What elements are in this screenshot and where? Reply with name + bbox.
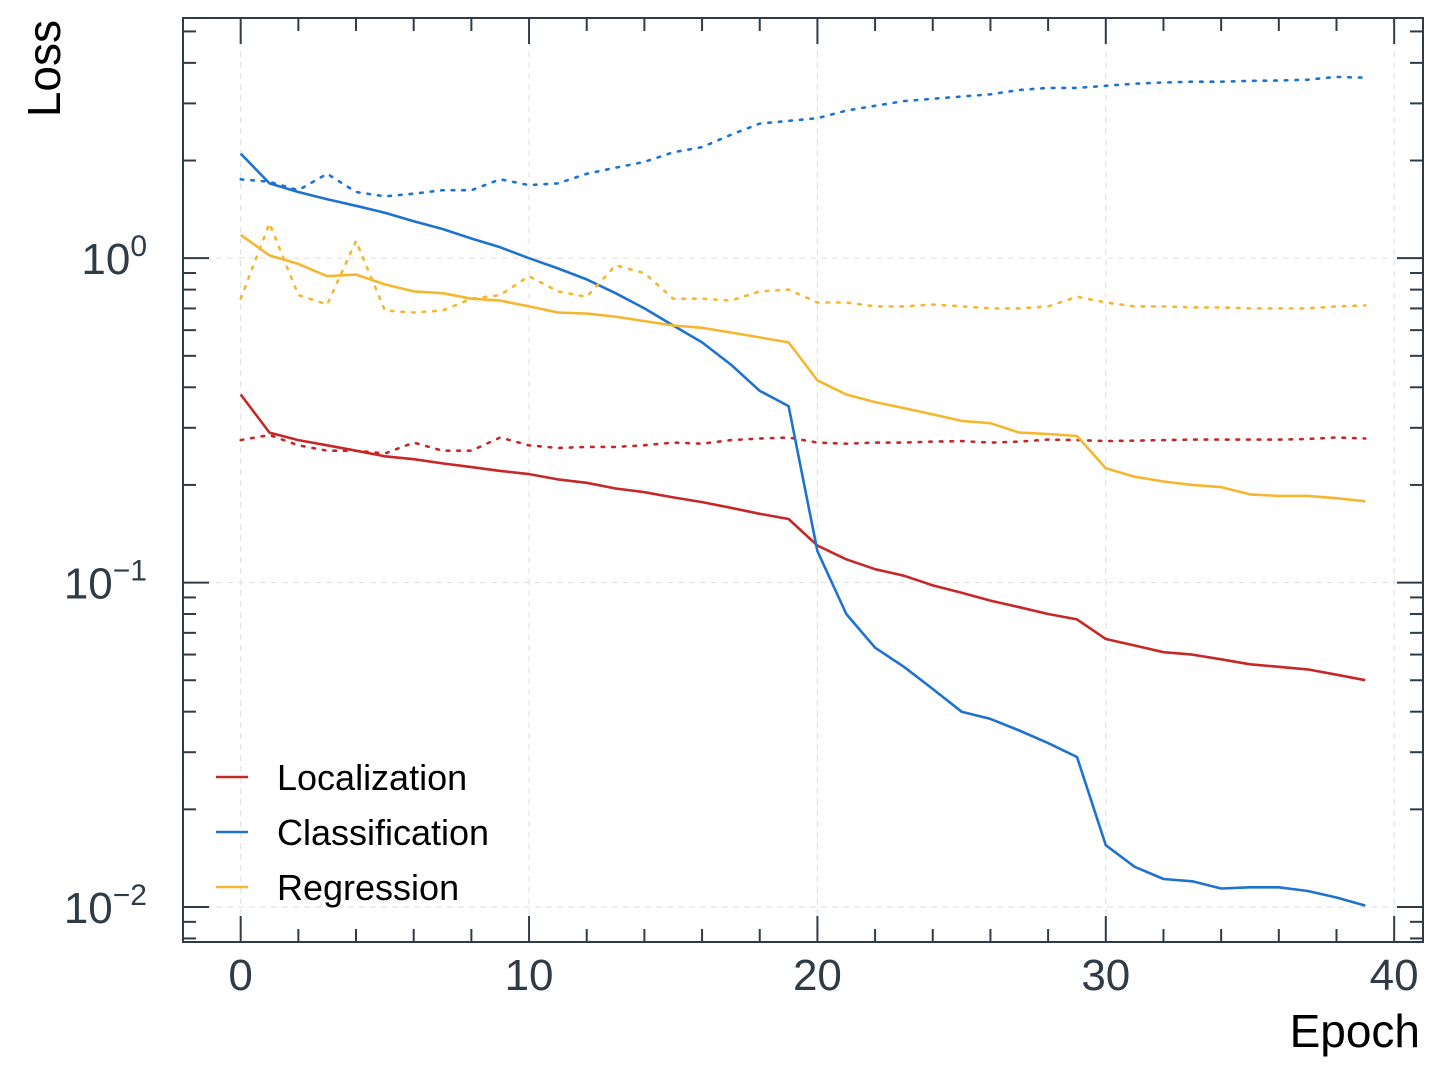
x-tick-label: 30 [1081,951,1130,1000]
grid [183,18,1423,942]
axis-ticks [182,18,1423,942]
x-tick-label: 20 [793,951,842,1000]
y-axis-label: Loss [18,20,70,117]
legend-label-regression: Regression [277,867,459,908]
tick-labels: 0 10 20 30 40 100 10−1 10−2 [64,230,1419,1000]
series-lines [239,75,1367,907]
legend-label-classification: Classification [277,812,489,853]
localization-training-line [239,393,1366,682]
classification-validation-line [239,75,1367,198]
classification-training-line [239,152,1366,907]
legend: Localization Classification Regression [216,757,489,908]
y-tick-label: 100 [81,230,147,284]
y-tick-label: 10−2 [64,879,147,933]
x-axis-label: Epoch [1290,1005,1420,1057]
legend-label-localization: Localization [277,757,467,798]
x-tick-label: 10 [505,951,554,1000]
regression-training-line [239,233,1366,503]
x-tick-label: 40 [1370,951,1419,1000]
y-tick-label: 10−1 [64,555,147,609]
plot-frame [182,17,1424,943]
x-tick-label: 0 [228,951,252,1000]
localization-validation-line [239,433,1367,455]
